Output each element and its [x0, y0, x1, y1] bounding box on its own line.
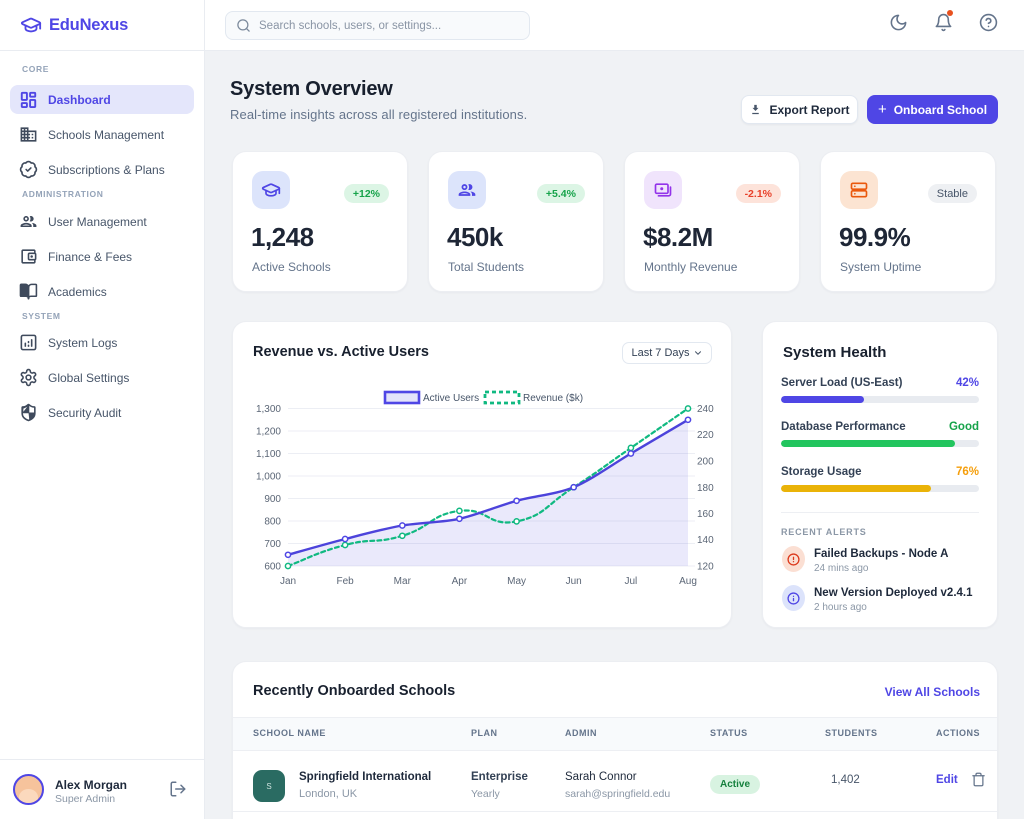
svg-text:May: May	[507, 576, 526, 587]
svg-text:600: 600	[264, 562, 281, 573]
svg-text:700: 700	[264, 539, 281, 550]
svg-text:240: 240	[697, 404, 714, 415]
svg-text:140: 140	[697, 535, 714, 546]
svg-text:160: 160	[697, 509, 714, 520]
svg-text:220: 220	[697, 430, 714, 441]
svg-text:Mar: Mar	[394, 576, 412, 587]
svg-text:1,000: 1,000	[256, 472, 281, 483]
svg-text:Jul: Jul	[625, 576, 638, 587]
svg-text:Jun: Jun	[566, 576, 582, 587]
svg-text:180: 180	[697, 483, 714, 494]
svg-text:Revenue ($k): Revenue ($k)	[523, 393, 583, 404]
svg-text:Apr: Apr	[452, 576, 468, 587]
svg-text:1,300: 1,300	[256, 404, 281, 415]
svg-text:Feb: Feb	[336, 576, 354, 587]
svg-text:Active Users: Active Users	[423, 393, 479, 404]
svg-text:Jan: Jan	[280, 576, 296, 587]
svg-text:200: 200	[697, 457, 714, 468]
svg-text:900: 900	[264, 494, 281, 505]
svg-text:120: 120	[697, 562, 714, 573]
svg-text:1,100: 1,100	[256, 449, 281, 460]
svg-text:Aug: Aug	[679, 576, 697, 587]
svg-text:1,200: 1,200	[256, 427, 281, 438]
svg-text:800: 800	[264, 517, 281, 528]
